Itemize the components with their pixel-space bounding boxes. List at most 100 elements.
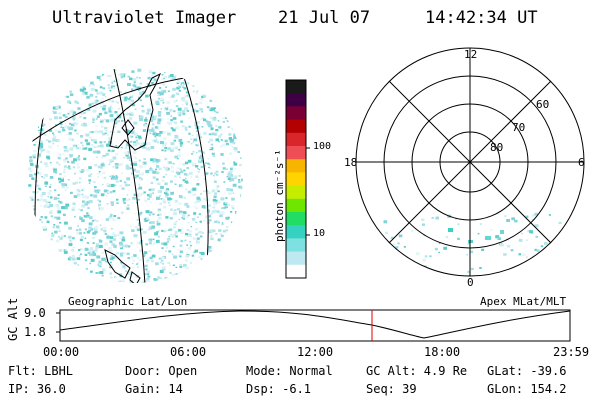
speckle xyxy=(100,193,105,197)
speckle xyxy=(148,129,152,132)
speckle xyxy=(166,241,169,243)
speckle xyxy=(238,179,241,181)
speckle xyxy=(130,112,134,115)
speckle xyxy=(485,236,491,240)
speckle xyxy=(133,81,136,84)
speckle xyxy=(67,179,70,181)
speckle xyxy=(57,156,61,160)
speckle xyxy=(71,206,76,210)
altitude-plot-frame xyxy=(59,309,571,342)
speckle xyxy=(200,258,203,260)
speckle xyxy=(111,85,115,89)
speckle xyxy=(135,157,138,160)
speckle xyxy=(28,184,32,187)
speckle xyxy=(207,141,210,143)
speckle xyxy=(145,94,149,98)
speckle xyxy=(180,212,183,215)
speckle xyxy=(164,166,169,170)
speckle xyxy=(40,140,43,143)
speckle xyxy=(83,87,87,91)
speckle xyxy=(191,162,196,166)
speckle xyxy=(62,177,64,179)
speckle xyxy=(170,191,174,195)
speckle xyxy=(225,216,230,220)
speckle xyxy=(140,115,144,119)
speckle xyxy=(149,211,153,214)
speckle xyxy=(142,162,144,164)
speckle xyxy=(81,189,84,191)
speckle xyxy=(443,246,447,250)
speckle xyxy=(153,159,156,162)
speckle xyxy=(170,78,173,81)
speckle xyxy=(186,141,189,144)
speckle xyxy=(172,128,176,132)
speckle xyxy=(90,270,93,273)
speckle xyxy=(59,221,62,224)
speckle xyxy=(61,153,64,155)
colorbar-segment xyxy=(286,106,306,121)
speckle xyxy=(188,131,191,134)
speckle xyxy=(222,143,226,146)
speckle xyxy=(173,74,177,78)
status-mode: Mode: Normal xyxy=(246,364,333,378)
speckle xyxy=(156,171,160,175)
speckle xyxy=(424,255,428,258)
speckle xyxy=(121,119,124,122)
speckle xyxy=(208,191,212,194)
speckle xyxy=(94,249,98,253)
speckle xyxy=(125,154,129,157)
speckle xyxy=(170,198,173,200)
speckle xyxy=(216,210,220,213)
speckle xyxy=(54,116,58,120)
speckle xyxy=(161,262,165,265)
speckle xyxy=(189,103,194,107)
speckle xyxy=(226,168,228,170)
speckle xyxy=(169,96,171,99)
speckle xyxy=(101,125,104,128)
speckle xyxy=(112,260,115,262)
speckle xyxy=(116,198,119,201)
speckle xyxy=(156,196,160,200)
speckle xyxy=(45,139,48,142)
speckle xyxy=(471,267,474,271)
speckle xyxy=(149,242,152,245)
speckle xyxy=(208,212,211,214)
speckle xyxy=(110,254,114,257)
speckle xyxy=(197,167,199,170)
speckle xyxy=(168,235,171,238)
speckle xyxy=(109,110,114,114)
speckle xyxy=(139,165,143,169)
speckle xyxy=(87,108,91,111)
speckle xyxy=(40,161,43,163)
speckle xyxy=(138,259,141,262)
speckle xyxy=(58,163,61,166)
speckle xyxy=(510,249,514,252)
speckle xyxy=(65,203,70,207)
speckle xyxy=(466,254,468,256)
speckle xyxy=(80,123,85,127)
speckle xyxy=(82,89,85,92)
speckle xyxy=(145,169,150,173)
speckle xyxy=(149,201,152,204)
speckle xyxy=(37,172,42,176)
speckle xyxy=(206,209,211,213)
colorbar xyxy=(285,79,310,279)
altitude-y-tick-label-max: 9.0 xyxy=(24,306,46,320)
speckle xyxy=(120,172,123,175)
speckle xyxy=(98,239,103,243)
speckle xyxy=(105,259,109,262)
speckle xyxy=(183,169,186,172)
speckle xyxy=(102,132,106,136)
speckle xyxy=(78,228,82,231)
speckle xyxy=(151,221,155,225)
speckle xyxy=(186,244,189,246)
speckle xyxy=(174,135,179,139)
speckle xyxy=(149,167,152,169)
speckle xyxy=(54,129,57,132)
island-outline xyxy=(104,249,131,279)
speckle xyxy=(161,78,164,80)
speckle xyxy=(113,131,115,133)
speckle xyxy=(169,272,172,274)
speckle xyxy=(174,146,179,150)
speckle xyxy=(178,111,182,114)
